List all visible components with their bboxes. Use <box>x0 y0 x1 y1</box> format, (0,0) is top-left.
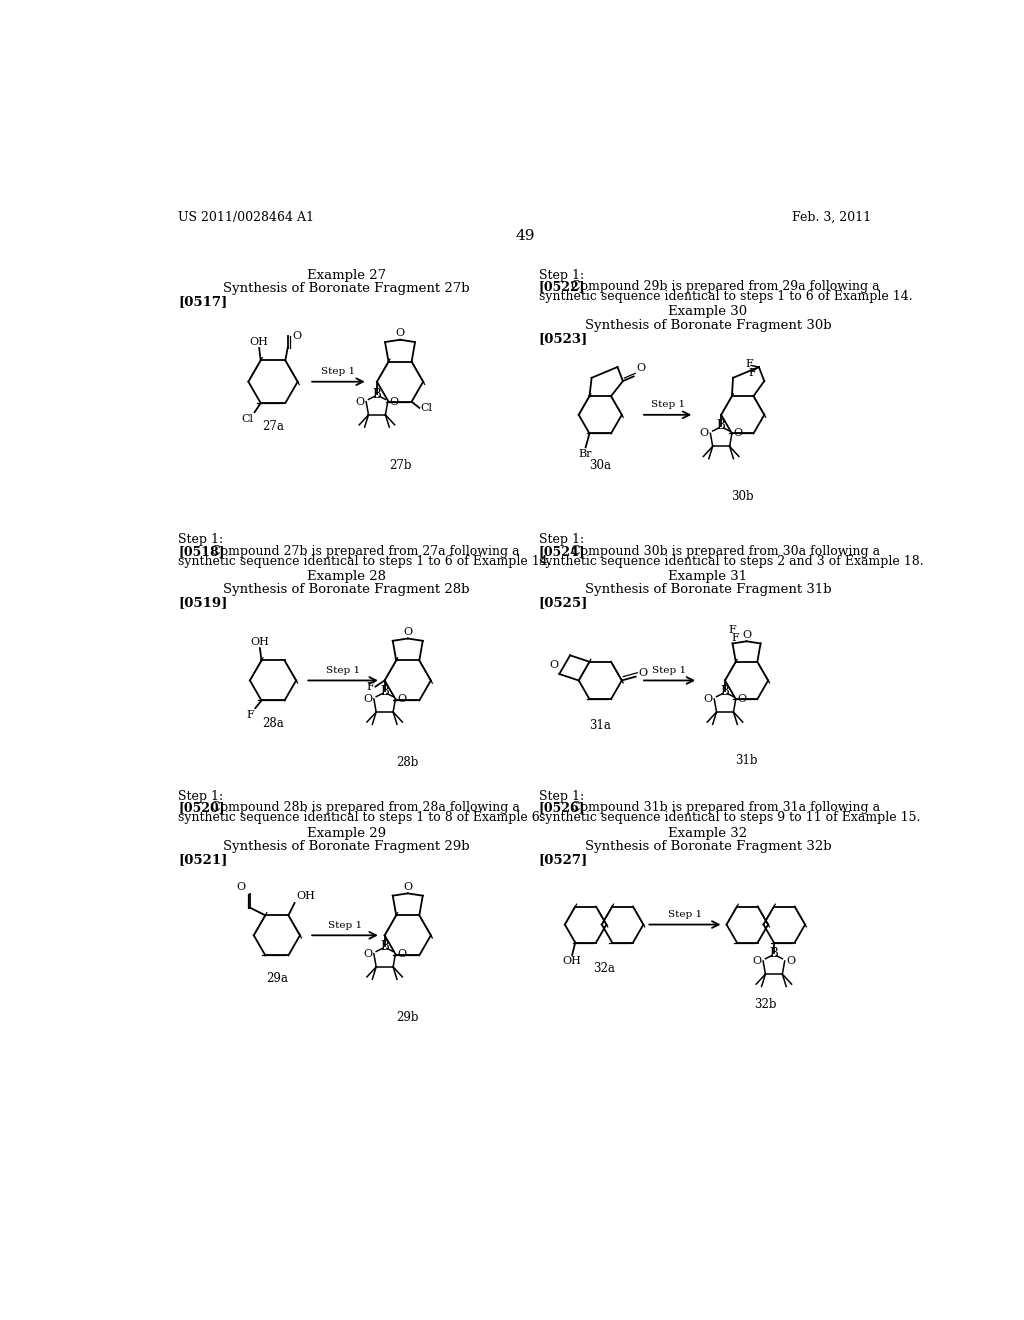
Text: O: O <box>636 363 645 374</box>
Text: 28b: 28b <box>396 756 419 770</box>
Text: synthetic sequence identical to steps 1 to 6 of Example 14.: synthetic sequence identical to steps 1 … <box>539 290 912 304</box>
Text: 30a: 30a <box>589 459 611 473</box>
Text: B: B <box>380 940 389 953</box>
Text: [0525]: [0525] <box>539 597 588 610</box>
Text: B: B <box>721 685 729 698</box>
Text: [0523]: [0523] <box>539 331 588 345</box>
Text: OH: OH <box>296 891 315 902</box>
Text: 30b: 30b <box>731 490 754 503</box>
Text: Synthesis of Boronate Fragment 30b: Synthesis of Boronate Fragment 30b <box>585 318 831 331</box>
Text: Cl: Cl <box>241 413 253 424</box>
Text: F: F <box>745 359 753 370</box>
Text: 31a: 31a <box>590 719 611 733</box>
Text: O: O <box>364 694 373 704</box>
Text: O: O <box>403 882 413 892</box>
Text: 28a: 28a <box>262 718 284 730</box>
Text: synthetic sequence identical to steps 1 to 6 of Example 14.: synthetic sequence identical to steps 1 … <box>178 554 552 568</box>
Text: synthetic sequence identical to steps 2 and 3 of Example 18.: synthetic sequence identical to steps 2 … <box>539 554 924 568</box>
Text: Step 1:: Step 1: <box>178 533 223 546</box>
Text: O: O <box>639 668 648 677</box>
Text: OH: OH <box>563 957 582 966</box>
Text: Cl: Cl <box>421 403 433 413</box>
Text: Compound 29b is prepared from 29a following a: Compound 29b is prepared from 29a follow… <box>571 280 880 293</box>
Text: O: O <box>397 949 407 958</box>
Text: [0526]: [0526] <box>539 801 585 814</box>
Text: 31b: 31b <box>735 755 758 767</box>
Text: O: O <box>389 397 398 407</box>
Text: synthetic sequence identical to steps 1 to 8 of Example 6.: synthetic sequence identical to steps 1 … <box>178 812 544 825</box>
Text: O: O <box>703 694 713 704</box>
Text: Synthesis of Boronate Fragment 28b: Synthesis of Boronate Fragment 28b <box>223 583 469 597</box>
Text: [0527]: [0527] <box>539 853 588 866</box>
Text: B: B <box>373 388 381 400</box>
Text: Step 1:: Step 1: <box>539 533 584 546</box>
Text: F: F <box>749 368 756 379</box>
Text: B: B <box>769 946 778 960</box>
Text: Feb. 3, 2011: Feb. 3, 2011 <box>793 211 871 224</box>
Text: O: O <box>737 694 746 704</box>
Text: 27b: 27b <box>389 459 412 471</box>
Text: F: F <box>731 634 739 643</box>
Text: B: B <box>380 685 389 698</box>
Text: Step 1: Step 1 <box>326 667 360 675</box>
Text: 27a: 27a <box>262 420 284 433</box>
Text: Compound 28b is prepared from 28a following a: Compound 28b is prepared from 28a follow… <box>211 801 519 814</box>
Text: O: O <box>786 956 796 966</box>
Text: Br: Br <box>579 449 592 459</box>
Text: Step 1:: Step 1: <box>539 268 584 281</box>
Text: 29b: 29b <box>396 1011 419 1024</box>
Text: O: O <box>733 428 742 438</box>
Text: F: F <box>246 710 254 719</box>
Text: US 2011/0028464 A1: US 2011/0028464 A1 <box>178 211 314 224</box>
Text: [0522]: [0522] <box>539 280 586 293</box>
Text: Example 28: Example 28 <box>306 570 386 583</box>
Text: [0517]: [0517] <box>178 294 227 308</box>
Text: 32b: 32b <box>755 998 777 1011</box>
Text: Step 1: Step 1 <box>668 911 702 919</box>
Text: O: O <box>753 956 762 966</box>
Text: Synthesis of Boronate Fragment 29b: Synthesis of Boronate Fragment 29b <box>223 840 469 853</box>
Text: Compound 27b is prepared from 27a following a: Compound 27b is prepared from 27a follow… <box>211 545 519 558</box>
Text: 29a: 29a <box>266 973 288 985</box>
Text: synthetic sequence identical to steps 9 to 11 of Example 15.: synthetic sequence identical to steps 9 … <box>539 812 920 825</box>
Text: [0524]: [0524] <box>539 545 586 558</box>
Text: 49: 49 <box>515 230 535 243</box>
Text: O: O <box>292 331 301 341</box>
Text: O: O <box>355 397 365 407</box>
Text: Compound 30b is prepared from 30a following a: Compound 30b is prepared from 30a follow… <box>571 545 880 558</box>
Text: OH: OH <box>251 636 269 647</box>
Text: O: O <box>742 630 752 640</box>
Text: Example 29: Example 29 <box>306 826 386 840</box>
Text: OH: OH <box>250 337 268 347</box>
Text: Step 1: Step 1 <box>328 921 362 929</box>
Text: Step 1:: Step 1: <box>178 789 223 803</box>
Text: Step 1: Step 1 <box>650 400 685 409</box>
Text: [0520]: [0520] <box>178 801 225 814</box>
Text: O: O <box>395 329 404 338</box>
Text: Compound 31b is prepared from 31a following a: Compound 31b is prepared from 31a follow… <box>571 801 880 814</box>
Text: F: F <box>367 681 374 692</box>
Text: Synthesis of Boronate Fragment 32b: Synthesis of Boronate Fragment 32b <box>585 840 831 853</box>
Text: [0518]: [0518] <box>178 545 225 558</box>
Text: O: O <box>397 694 407 704</box>
Text: O: O <box>364 949 373 958</box>
Text: Synthesis of Boronate Fragment 31b: Synthesis of Boronate Fragment 31b <box>585 583 831 597</box>
Text: Example 30: Example 30 <box>669 305 748 318</box>
Text: F: F <box>728 624 736 635</box>
Text: Step 1: Step 1 <box>652 667 687 675</box>
Text: [0519]: [0519] <box>178 597 227 610</box>
Text: O: O <box>237 882 246 892</box>
Text: Step 1:: Step 1: <box>539 789 584 803</box>
Text: 32a: 32a <box>593 962 615 975</box>
Text: O: O <box>403 627 413 638</box>
Text: Example 32: Example 32 <box>669 826 748 840</box>
Text: Example 31: Example 31 <box>669 570 748 583</box>
Text: Step 1: Step 1 <box>322 367 355 376</box>
Text: [0521]: [0521] <box>178 853 227 866</box>
Text: O: O <box>550 660 558 669</box>
Text: B: B <box>717 418 726 432</box>
Text: Example 27: Example 27 <box>306 268 386 281</box>
Text: O: O <box>699 428 709 438</box>
Text: Synthesis of Boronate Fragment 27b: Synthesis of Boronate Fragment 27b <box>223 281 469 294</box>
